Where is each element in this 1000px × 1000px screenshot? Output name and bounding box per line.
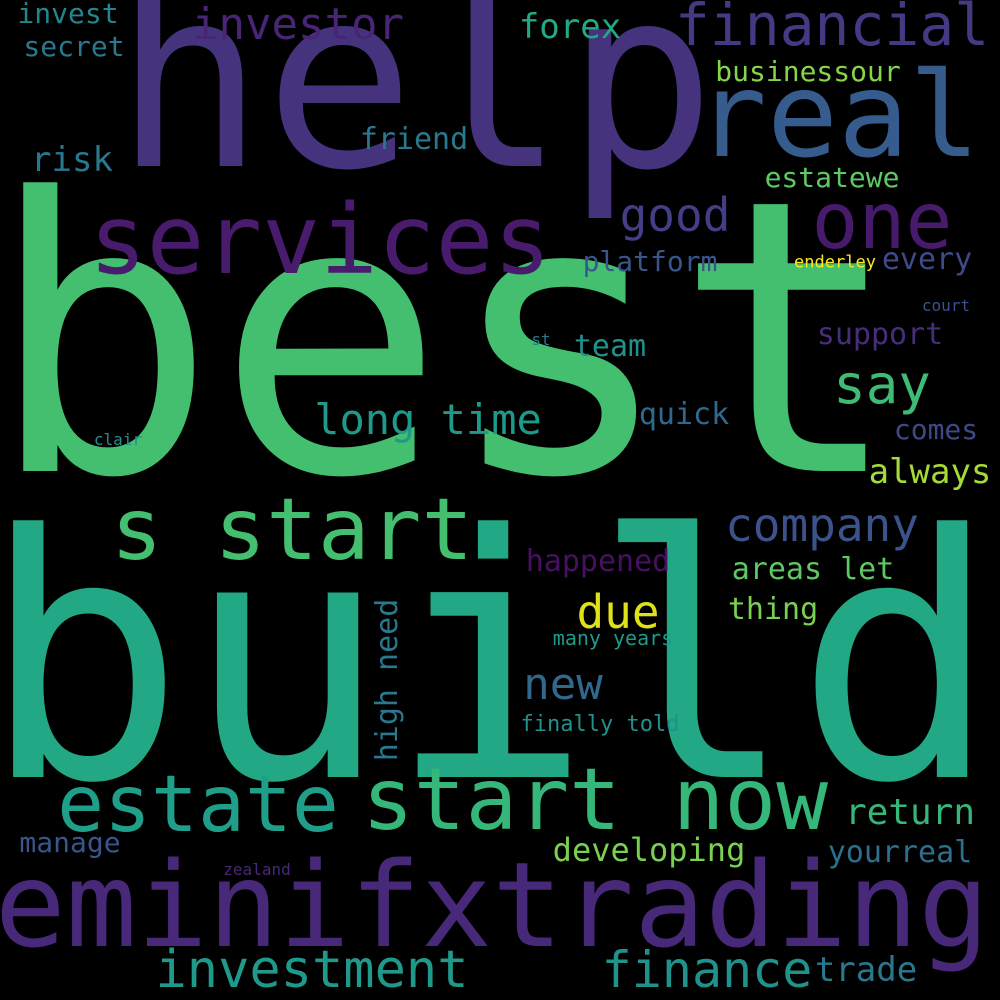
word-company: company (725, 498, 919, 552)
word-always: always (868, 452, 992, 492)
word-help: help (113, 0, 717, 225)
word-support: support (816, 317, 944, 352)
word-platform: platform (582, 245, 718, 278)
word-high-need: high need (370, 598, 405, 762)
word-new: new (523, 659, 603, 710)
word-comes: comes (893, 413, 979, 446)
word-happened: happened (525, 544, 671, 579)
word-services: services (88, 184, 552, 296)
word-team: team (573, 329, 647, 364)
word-estatewe: estatewe (764, 161, 900, 194)
word-start-now: start now (362, 750, 828, 850)
word-investment: investment (155, 940, 469, 1000)
word-say: say (833, 353, 931, 416)
word-forex: forex (518, 7, 622, 47)
word-st: st (531, 330, 551, 349)
word-enderley: enderley (794, 252, 876, 273)
word-s-start: s start (110, 480, 474, 580)
word-eminifxtrading: eminifxtrading (0, 836, 990, 974)
word-areas-let: areas let (731, 552, 895, 587)
word-quick: quick (638, 397, 730, 432)
word-best: best (0, 118, 903, 561)
word-clair: clair (93, 430, 143, 449)
word-long-time: long time (314, 395, 542, 444)
word-finance: finance (601, 941, 813, 999)
word-estate: estate (57, 760, 339, 850)
word-build: build (0, 463, 999, 857)
word-due: due (576, 585, 660, 639)
word-invest: invest (17, 0, 119, 30)
word-many-years: many years (552, 626, 674, 650)
word-friend: friend (359, 122, 469, 157)
word-real: real (695, 46, 981, 184)
word-trade: trade (814, 950, 918, 990)
word-one: one (811, 177, 953, 267)
word-businessour: businessour (715, 55, 901, 88)
word-secret: secret (23, 30, 125, 63)
word-good: good (619, 188, 731, 242)
word-finally-told: finally told (520, 712, 680, 737)
word-thing: thing (727, 592, 819, 627)
word-zealand: zealand (223, 860, 291, 879)
word-yourreal: yourreal (827, 835, 973, 870)
word-developing: developing (552, 831, 746, 869)
word-every: every (881, 242, 973, 277)
word-return: return (844, 792, 976, 833)
word-risk: risk (31, 140, 113, 180)
word-court: court (921, 296, 971, 315)
word-financial: financial (674, 0, 990, 59)
word-manage: manage (19, 826, 121, 859)
word-investor: investor (192, 0, 404, 50)
